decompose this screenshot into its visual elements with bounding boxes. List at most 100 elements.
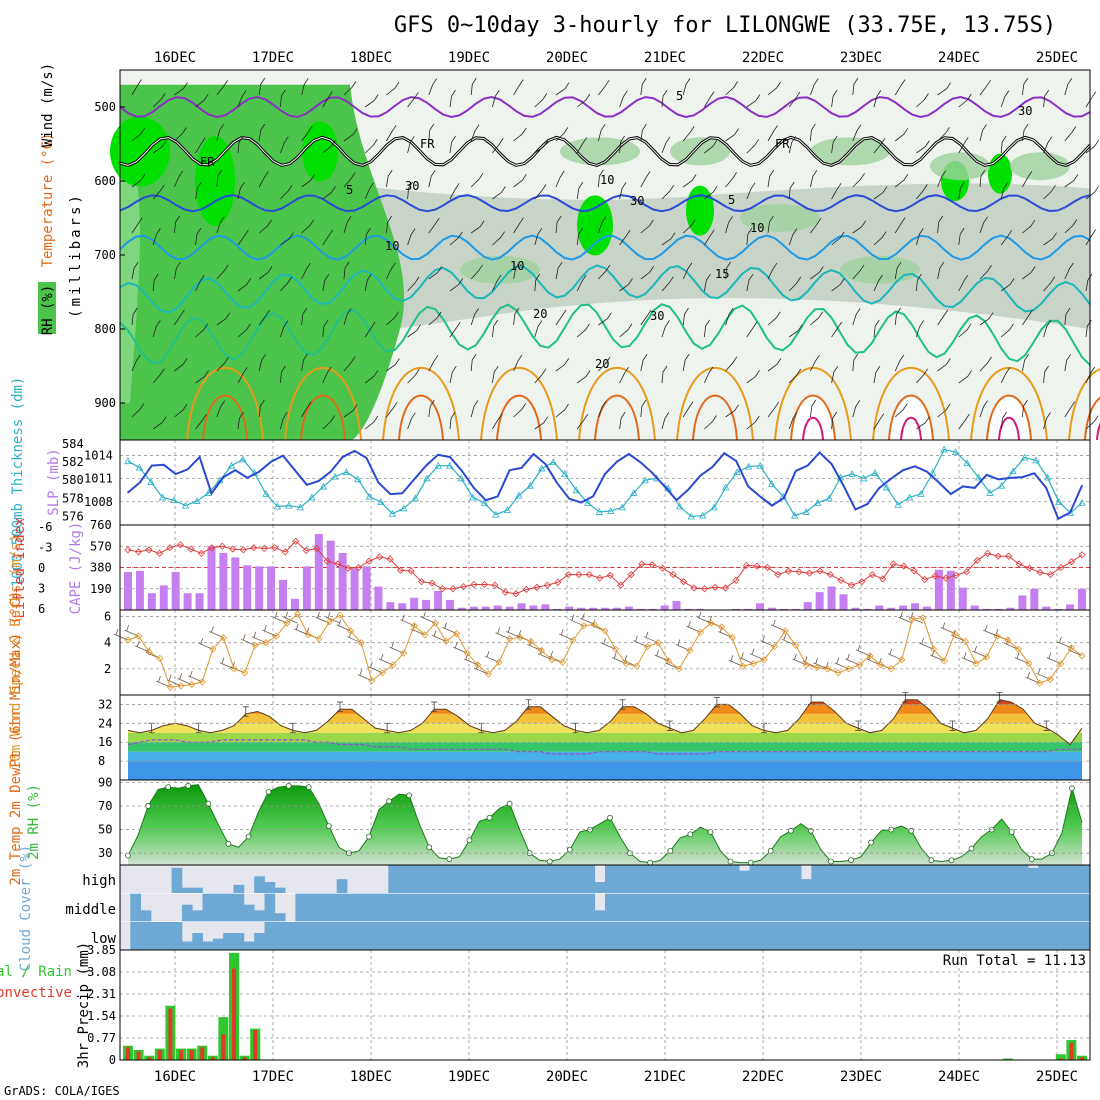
wind-barb (280, 320, 289, 338)
lifted-index-point (564, 571, 572, 579)
cloud-bar-high (481, 865, 492, 894)
wind-barb (916, 184, 928, 200)
cape-bar (279, 579, 288, 610)
temperature-contour-hot (1084, 396, 1100, 441)
wind-barb (513, 217, 524, 234)
wind-speed-point (304, 631, 312, 639)
lifted-index-point (721, 584, 730, 592)
wind-barb (174, 170, 184, 188)
slp-point (926, 470, 928, 473)
thickness-point (158, 493, 167, 501)
thickness-point (492, 510, 500, 518)
wind-barb (937, 127, 950, 142)
wind-speed-point (368, 677, 376, 685)
lifted-index-point (187, 545, 195, 553)
wind-barb (640, 219, 654, 234)
cloud-bar-middle (718, 893, 730, 922)
wind-barb (343, 261, 350, 280)
wind-speed-point (336, 611, 344, 619)
wind-barb (428, 78, 438, 96)
precip-tick: 3.85 (87, 943, 116, 957)
cape-bar (815, 592, 824, 610)
temperature-band (128, 732, 1082, 743)
wind-barb (1022, 219, 1036, 234)
lifted-index-point (386, 555, 394, 563)
rh-patch (740, 204, 820, 232)
wind-barb (343, 128, 358, 142)
cloud-bar-high (924, 865, 936, 894)
cloud-bar-high (811, 865, 823, 894)
wind-barb (682, 174, 697, 188)
wind-barb (1043, 365, 1049, 384)
rh-point (546, 858, 553, 865)
cloud-bar-middle (398, 893, 410, 922)
wind-barb (810, 170, 818, 188)
minmax-bar (337, 701, 343, 712)
wind-speed-point (771, 643, 779, 651)
thickness-point (790, 511, 799, 519)
wind-barb (640, 309, 652, 326)
cape-bar (994, 608, 1003, 610)
wind-barb (492, 90, 500, 108)
cloud-bar-high (935, 865, 946, 894)
precip-tick: 3.08 (87, 965, 116, 979)
cloud-bar-middle (1059, 893, 1070, 922)
cloud-bar-middle (708, 893, 719, 922)
wind-barb (1085, 273, 1093, 292)
wind-barb (364, 321, 376, 338)
cloud-bar-middle (801, 893, 812, 922)
thickness-point (733, 468, 741, 475)
wind-barb (258, 219, 272, 234)
thickness-point (147, 478, 155, 485)
cloud-bar-middle (532, 893, 544, 922)
wind-barb (873, 90, 882, 108)
wind-barb (449, 321, 461, 338)
cape-bar (851, 607, 860, 610)
wind-barb (916, 228, 924, 246)
slp-point (961, 485, 964, 488)
cloud-bar-middle (574, 893, 585, 922)
wind-barb (131, 174, 146, 188)
thickness-point (917, 489, 925, 497)
thickness-point (170, 496, 178, 504)
wind-barb (894, 403, 908, 418)
lifted-index-point (795, 568, 803, 576)
wind-barb (873, 319, 880, 338)
thickness-point (572, 486, 580, 494)
thickness-tick: 580 (62, 473, 84, 487)
cape-bar (183, 593, 192, 610)
temperature-contour-warm (480, 366, 558, 441)
slp-point (1081, 484, 1083, 487)
wind-barb (788, 136, 797, 154)
rh-point (486, 814, 493, 821)
lifted-index-point (124, 546, 132, 554)
wind-barb (704, 366, 714, 384)
slp-point (413, 478, 416, 481)
wind-barb (216, 400, 226, 418)
thickness-point (331, 472, 339, 480)
wind-barb (258, 399, 265, 418)
wind-barb (470, 220, 485, 234)
cape-bar (481, 606, 490, 610)
cloud-bar-high (862, 865, 874, 894)
cloud-bar-middle (677, 893, 688, 922)
wind-speed-point (145, 648, 153, 656)
cloud-bar-high (439, 865, 451, 894)
temperature-contour-max (802, 417, 824, 441)
wind-barb (1064, 307, 1071, 326)
wind-barb (364, 370, 379, 384)
cloud-bar-high (986, 865, 998, 894)
lifted-index-point (323, 557, 331, 565)
cloud-bar-high (687, 865, 699, 894)
cloud-bar-middle (367, 893, 379, 922)
wind-barb (216, 80, 228, 96)
wind-barb (470, 353, 477, 372)
cloud-bar-high (770, 865, 781, 894)
wind-barb (937, 261, 945, 280)
wind-speed-point (559, 658, 567, 666)
wind-speed-point (855, 661, 863, 669)
precip-convective-label: Convective (0, 985, 72, 1001)
date-label-top: 22DEC (742, 50, 784, 66)
wind-barb (767, 311, 781, 326)
slp-point (759, 495, 761, 498)
